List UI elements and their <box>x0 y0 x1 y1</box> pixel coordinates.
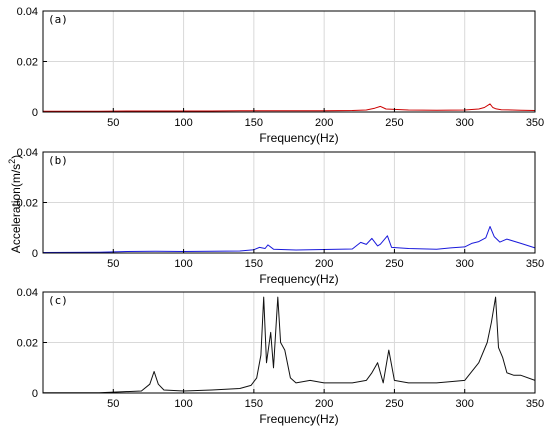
x-tick-label: 150 <box>245 398 263 410</box>
x-tick-label: 300 <box>456 258 474 270</box>
x-tick-label: 50 <box>107 398 119 410</box>
y-axis-label-superscript: 2 <box>7 159 17 164</box>
x-tick-label: 250 <box>385 258 403 270</box>
spectrum-line <box>43 296 536 394</box>
y-tick-label: 0 <box>32 248 38 260</box>
y-tick-label: 0 <box>32 388 38 400</box>
x-tick-label: 250 <box>385 117 403 129</box>
panel-label: (b) <box>48 154 68 167</box>
x-tick-label: 350 <box>526 117 544 129</box>
x-axis-label: Frequency(Hz) <box>259 412 338 426</box>
x-tick-label: 300 <box>456 398 474 410</box>
x-tick-label: 150 <box>245 117 263 129</box>
y-tick-label: 0.02 <box>17 57 38 69</box>
y-axis-label-close: ) <box>9 155 23 159</box>
spectrum-line <box>42 226 536 253</box>
panel-b: 50 100 150 200 250 300 350 0 0.02 0.04 (b) Frequenc… <box>17 147 545 286</box>
x-tick-label: 250 <box>385 398 403 410</box>
x-tick-label: 200 <box>315 117 333 129</box>
x-tick-label: 350 <box>526 398 544 410</box>
y-tick-label: 0 <box>32 107 38 119</box>
x-tick-label: 200 <box>315 398 333 410</box>
y-tick-label: 0.02 <box>17 198 38 210</box>
x-tick-label: 100 <box>174 117 192 129</box>
x-tick-label: 50 <box>107 258 119 270</box>
panel-label: (a) <box>48 13 68 26</box>
y-axis-label: Acceleration(m/s2) <box>7 155 23 253</box>
x-tick-label: 50 <box>107 117 119 129</box>
y-tick-label: 0.04 <box>17 287 38 299</box>
y-tick-label: 0.04 <box>17 147 38 159</box>
panel-a: 50 100 150 200 250 300 350 0 0.02 0.04 (a) Frequenc… <box>17 6 545 145</box>
panel-c: 50 100 150 200 250 300 350 0 0.02 0.04 (c) Frequenc… <box>17 287 545 426</box>
y-tick-label: 0.04 <box>17 6 38 18</box>
y-axis-label-main: Acceleration(m/s <box>9 164 23 253</box>
y-tick-label: 0.02 <box>17 338 38 350</box>
x-tick-label: 100 <box>174 398 192 410</box>
x-tick-label: 300 <box>456 117 474 129</box>
spectrum-line <box>43 103 536 112</box>
x-tick-label: 200 <box>315 258 333 270</box>
x-tick-label: 100 <box>174 258 192 270</box>
x-axis-label: Frequency(Hz) <box>259 131 338 145</box>
x-axis-label: Frequency(Hz) <box>259 272 338 286</box>
x-tick-label: 150 <box>245 258 263 270</box>
x-tick-label: 350 <box>526 258 544 270</box>
panel-label: (c) <box>48 294 68 307</box>
